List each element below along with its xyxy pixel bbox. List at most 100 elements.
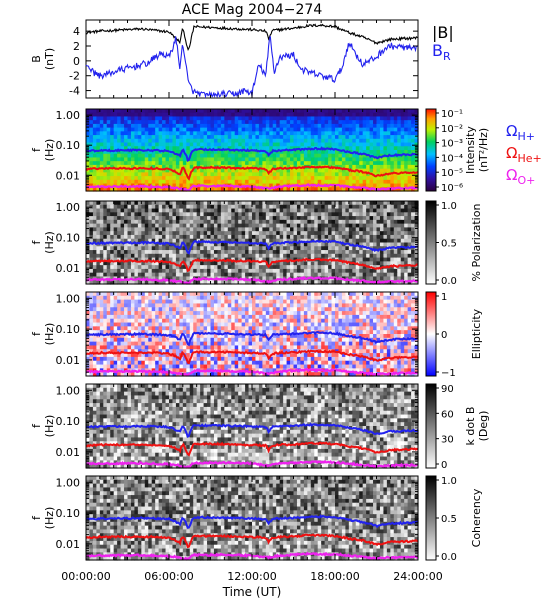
spectrogram-cell [349,235,353,239]
spectrogram-cell [197,172,201,176]
spectrogram-cell [383,227,387,231]
spectrogram-cell [245,135,249,139]
spectrogram-cell [380,180,384,184]
spectrogram-cell [349,307,353,311]
spectrogram-cell [193,300,197,304]
spectrogram-cell [269,124,273,128]
spectrogram-cell [373,311,377,315]
spectrogram-cell [224,205,228,209]
spectrogram-cell [228,128,232,132]
spectrogram-cell [235,172,239,176]
spectrogram-cell [217,169,221,173]
spectrogram-cell [186,169,190,173]
spectrogram-cell [93,161,97,165]
spectrogram-cell [204,201,208,205]
spectrogram-cell [287,180,291,184]
spectrogram-cell [131,273,135,277]
spectrogram-cell [197,311,201,315]
spectrogram-cell [321,250,325,254]
spectrogram-cell [211,231,215,235]
spectrogram-cell [370,143,374,147]
spectrogram-cell [294,220,298,224]
spectrogram-cell [383,239,387,243]
spectrogram-cell [124,135,128,139]
spectrogram-cell [294,205,298,209]
spectrogram-cell [186,231,190,235]
spectrogram-cell [318,139,322,143]
spectrogram-cell [390,146,394,150]
spectrogram-cell [290,135,294,139]
spectrogram-cell [266,250,270,254]
spectrogram-cell [100,311,104,315]
spectrogram-cell [383,250,387,254]
spectrogram-cell [114,116,118,120]
spectrogram-cell [255,292,259,296]
spectrogram-cell [93,176,97,180]
spectrogram-cell [186,131,190,135]
spectrogram-cell [300,300,304,304]
spectrogram-cell [377,165,381,169]
spectrogram-cell [404,311,408,315]
spectrogram-cell [166,315,170,319]
spectrogram-cell [148,265,152,269]
spectrogram-cell [356,131,360,135]
spectrogram-cell [124,116,128,120]
spectrogram-cell [404,157,408,161]
spectrogram-cell [314,261,318,265]
spectrogram-cell [93,231,97,235]
spectrogram-cell [249,176,253,180]
spectrogram-cell [349,201,353,205]
spectrogram-cell [217,269,221,273]
spectrogram-cell [290,269,294,273]
spectrogram-cell [307,143,311,147]
spectrogram-cell [121,113,125,117]
spectrogram-cell [307,296,311,300]
spectrogram-cell [249,307,253,311]
spectrogram-cell [328,227,332,231]
spectrogram-cell [131,176,135,180]
spectrogram-cell [228,131,232,135]
spectrogram-cell [401,180,405,184]
spectrogram-cell [100,231,104,235]
spectrogram-cell [255,307,259,311]
spectrogram-cell [318,157,322,161]
spectrogram-cell [172,131,176,135]
spectrogram-cell [363,254,367,258]
spectrogram-cell [318,246,322,250]
spectrogram-cell [311,243,315,247]
spectrogram-cell [300,154,304,158]
spectrogram-cell [342,157,346,161]
spectrogram-cell [300,176,304,180]
spectrogram-cell [273,131,277,135]
spectrogram-cell [373,231,377,235]
spectrogram-cell [287,120,291,124]
spectrogram-cell [172,300,176,304]
spectrogram-cell [231,307,235,311]
spectrogram-cell [269,157,273,161]
spectrogram-cell [321,143,325,147]
spectrogram-cell [107,269,111,273]
spectrogram-cell [121,120,125,124]
spectrogram-cell [397,296,401,300]
spectrogram-cell [349,135,353,139]
spectrogram-cell [287,231,291,235]
spectrogram-cell [204,124,208,128]
spectrogram-cell [397,205,401,209]
spectrogram-cell [204,231,208,235]
spectrogram-cell [100,216,104,220]
spectrogram-cell [377,276,381,280]
spectrogram-cell [259,139,263,143]
spectrogram-cell [383,180,387,184]
spectrogram-cell [290,300,294,304]
spectrogram-cell [321,243,325,247]
spectrogram-cell [370,124,374,128]
spectrogram-cell [235,116,239,120]
spectrogram-cell [245,265,249,269]
spectrogram-cell [152,154,156,158]
spectrogram-cell [193,216,197,220]
spectrogram-cell [193,124,197,128]
spectrogram-cell [110,180,114,184]
spectrogram-cell [338,224,342,228]
spectrogram-cell [377,120,381,124]
spectrogram-cell [390,205,394,209]
